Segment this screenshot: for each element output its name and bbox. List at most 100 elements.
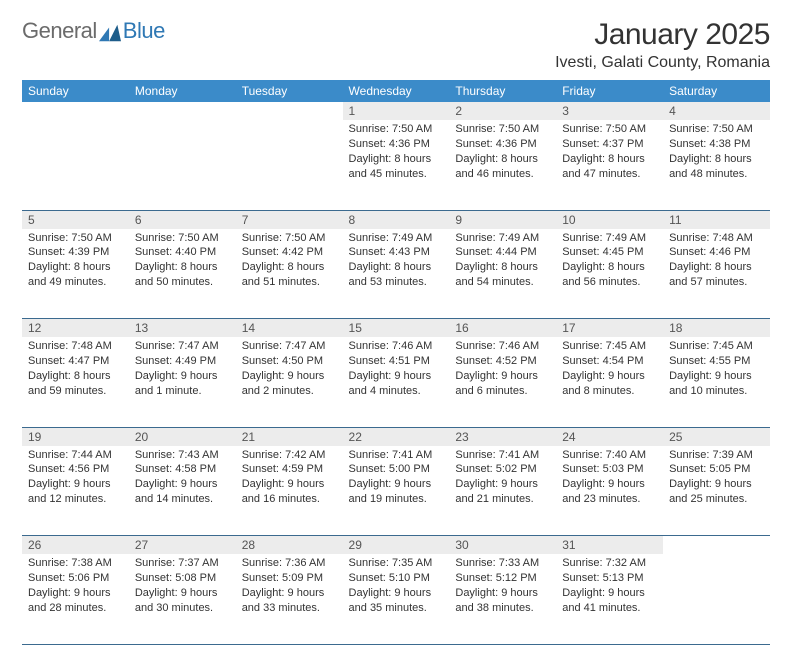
day-info-line: Daylight: 9 hours (28, 477, 123, 492)
day-cell-number: 13 (129, 319, 236, 338)
day-info-line: and 56 minutes. (562, 275, 657, 290)
day-info-line: Sunset: 5:02 PM (455, 462, 550, 477)
day-info-line: and 30 minutes. (135, 601, 230, 616)
day-info-line: Daylight: 8 hours (562, 260, 657, 275)
day-body: Sunrise: 7:50 AMSunset: 4:39 PMDaylight:… (22, 229, 129, 296)
day-body: Sunrise: 7:47 AMSunset: 4:49 PMDaylight:… (129, 337, 236, 404)
day-info-line: Daylight: 9 hours (562, 369, 657, 384)
day-cell-body: Sunrise: 7:47 AMSunset: 4:50 PMDaylight:… (236, 337, 343, 427)
day-info-line: and 48 minutes. (669, 167, 764, 182)
day-info-line: Sunrise: 7:41 AM (455, 448, 550, 463)
day-number: 18 (663, 319, 770, 337)
day-cell-body: Sunrise: 7:47 AMSunset: 4:49 PMDaylight:… (129, 337, 236, 427)
weekday-header: Tuesday (236, 80, 343, 102)
day-info-line: Daylight: 9 hours (242, 369, 337, 384)
day-body (663, 554, 770, 562)
day-number: 15 (343, 319, 450, 337)
day-number: 12 (22, 319, 129, 337)
day-body (22, 120, 129, 128)
day-info-line: and 25 minutes. (669, 492, 764, 507)
day-info-line: Sunset: 5:10 PM (349, 571, 444, 586)
day-cell-number (663, 536, 770, 555)
day-cell-number: 28 (236, 536, 343, 555)
day-info-line: Daylight: 8 hours (135, 260, 230, 275)
day-info-line: Daylight: 9 hours (135, 586, 230, 601)
day-info-line: and 8 minutes. (562, 384, 657, 399)
day-body: Sunrise: 7:46 AMSunset: 4:51 PMDaylight:… (343, 337, 450, 404)
calendar-table: Sunday Monday Tuesday Wednesday Thursday… (22, 80, 770, 645)
day-cell-number: 20 (129, 427, 236, 446)
day-cell-body: Sunrise: 7:50 AMSunset: 4:40 PMDaylight:… (129, 229, 236, 319)
day-cell-body: Sunrise: 7:36 AMSunset: 5:09 PMDaylight:… (236, 554, 343, 644)
title-block: January 2025 Ivesti, Galati County, Roma… (555, 18, 770, 72)
weekday-header: Thursday (449, 80, 556, 102)
day-cell-number: 27 (129, 536, 236, 555)
day-info-line: and 54 minutes. (455, 275, 550, 290)
day-info-line: Sunrise: 7:49 AM (349, 231, 444, 246)
day-info-line: Sunrise: 7:35 AM (349, 556, 444, 571)
day-number: 1 (343, 102, 450, 120)
day-info-line: Sunset: 4:51 PM (349, 354, 444, 369)
day-info-line: and 12 minutes. (28, 492, 123, 507)
day-info-line: and 47 minutes. (562, 167, 657, 182)
day-cell-body: Sunrise: 7:45 AMSunset: 4:54 PMDaylight:… (556, 337, 663, 427)
day-info-line: Sunrise: 7:43 AM (135, 448, 230, 463)
day-number: 3 (556, 102, 663, 120)
day-cell-body: Sunrise: 7:41 AMSunset: 5:00 PMDaylight:… (343, 446, 450, 536)
day-body: Sunrise: 7:48 AMSunset: 4:46 PMDaylight:… (663, 229, 770, 296)
day-info-line: Sunset: 4:56 PM (28, 462, 123, 477)
day-cell-number: 5 (22, 210, 129, 229)
day-number: 4 (663, 102, 770, 120)
day-cell-number: 1 (343, 102, 450, 120)
day-number: 13 (129, 319, 236, 337)
day-cell-body: Sunrise: 7:49 AMSunset: 4:43 PMDaylight:… (343, 229, 450, 319)
location-text: Ivesti, Galati County, Romania (555, 54, 770, 72)
day-info-line: Sunrise: 7:47 AM (242, 339, 337, 354)
day-cell-number: 15 (343, 319, 450, 338)
day-info-line: and 1 minute. (135, 384, 230, 399)
day-info-line: Sunset: 4:38 PM (669, 137, 764, 152)
weekday-header: Monday (129, 80, 236, 102)
day-info-line: Daylight: 8 hours (562, 152, 657, 167)
day-cell-body: Sunrise: 7:49 AMSunset: 4:44 PMDaylight:… (449, 229, 556, 319)
day-info-line: Daylight: 9 hours (455, 369, 550, 384)
day-number: 21 (236, 428, 343, 446)
daynum-row: 1234 (22, 102, 770, 120)
day-cell-body: Sunrise: 7:50 AMSunset: 4:39 PMDaylight:… (22, 229, 129, 319)
day-info-line: and 51 minutes. (242, 275, 337, 290)
day-info-line: Sunset: 4:36 PM (455, 137, 550, 152)
day-cell-body (236, 120, 343, 210)
day-info-line: and 33 minutes. (242, 601, 337, 616)
logo: General Blue (22, 18, 165, 44)
day-number: 2 (449, 102, 556, 120)
day-number: 24 (556, 428, 663, 446)
day-cell-number: 31 (556, 536, 663, 555)
day-info-line: Sunset: 4:49 PM (135, 354, 230, 369)
day-number: 5 (22, 211, 129, 229)
day-number: 14 (236, 319, 343, 337)
day-info-line: Sunrise: 7:44 AM (28, 448, 123, 463)
day-number (663, 536, 770, 554)
day-info-line: and 21 minutes. (455, 492, 550, 507)
day-cell-number: 9 (449, 210, 556, 229)
day-cell-body: Sunrise: 7:50 AMSunset: 4:38 PMDaylight:… (663, 120, 770, 210)
day-number (236, 102, 343, 120)
day-cell-number: 25 (663, 427, 770, 446)
day-info-line: Daylight: 9 hours (28, 586, 123, 601)
day-body: Sunrise: 7:37 AMSunset: 5:08 PMDaylight:… (129, 554, 236, 621)
day-cell-number: 4 (663, 102, 770, 120)
day-info-line: Sunset: 5:06 PM (28, 571, 123, 586)
weekday-header: Wednesday (343, 80, 450, 102)
day-body (129, 120, 236, 128)
day-cell-number: 7 (236, 210, 343, 229)
page-title: January 2025 (555, 18, 770, 52)
day-cell-body: Sunrise: 7:43 AMSunset: 4:58 PMDaylight:… (129, 446, 236, 536)
day-number: 10 (556, 211, 663, 229)
day-info-line: Sunset: 5:09 PM (242, 571, 337, 586)
day-info-line: Sunrise: 7:50 AM (349, 122, 444, 137)
day-info-line: Sunrise: 7:32 AM (562, 556, 657, 571)
day-cell-number: 21 (236, 427, 343, 446)
week-row: Sunrise: 7:44 AMSunset: 4:56 PMDaylight:… (22, 446, 770, 536)
day-info-line: and 46 minutes. (455, 167, 550, 182)
day-body: Sunrise: 7:50 AMSunset: 4:36 PMDaylight:… (449, 120, 556, 187)
